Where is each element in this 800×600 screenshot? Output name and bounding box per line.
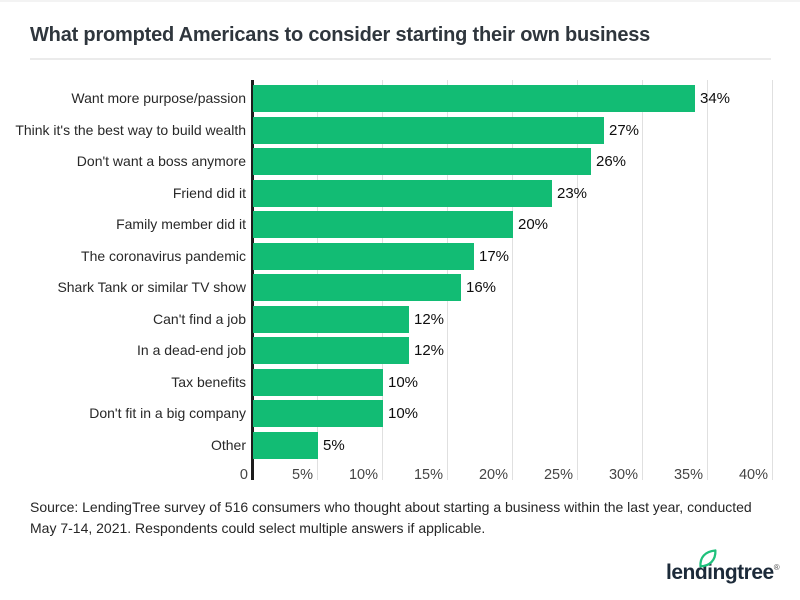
gridline [577,80,578,480]
bar-row: The coronavirus pandemic 17% [0,242,800,270]
category-label: Don't fit in a big company [89,405,246,421]
x-axis-tick-label: 5% [292,467,313,483]
category-label: The coronavirus pandemic [81,247,246,264]
bar-row: Think it's the best way to build wealth 2… [0,116,800,144]
bar [253,211,513,238]
leaf-icon [699,549,717,568]
bar-row: Friend did it 23% [0,179,800,207]
value-label: 10% [388,405,419,422]
value-label: 27% [609,121,640,139]
bar-row: Don't want a boss anymore 26% [0,148,800,175]
bar-row: Don't fit in a big company 10% [0,400,800,427]
category-label: Think it's the best way to build wealth [15,121,246,138]
value-label: 12% [414,342,445,359]
x-axis-tick-label: 30% [608,467,638,483]
x-axis-tick-label: 0 [239,467,248,483]
x-axis-tick-label: 35% [673,467,703,483]
title-divider [30,58,771,60]
value-label: 17% [479,247,510,265]
x-axis-tick-label: 40% [738,467,768,483]
x-axis-tick-label: 15% [413,467,443,483]
bar-row: Tax benefits 10% [0,368,800,396]
bar-row: Other 5% [0,431,800,459]
bar-row: Want more purpose/passion 34% [0,85,800,112]
bar [253,85,695,112]
value-label: 26% [596,153,627,170]
lendingtree-logo: lendingtree® [666,549,780,591]
y-axis-line [251,80,254,480]
bar [253,242,474,270]
gridline [772,80,773,480]
value-label: 20% [518,216,549,233]
value-label: 10% [388,373,419,391]
bar [253,179,552,207]
bar-row: Family member did it 20% [0,211,800,238]
x-axis-tick-label: 10% [348,467,378,483]
bar-chart: Want more purpose/passion 34% Think it's t… [0,80,800,490]
category-label: Want more purpose/passion [71,90,246,106]
bar [253,148,591,175]
x-axis-tick-label: 20% [478,467,508,483]
value-label: 5% [323,436,345,454]
gridline [512,80,513,480]
value-label: 23% [557,184,588,202]
bar [253,274,461,301]
bar [253,400,383,427]
value-label: 16% [466,279,497,296]
value-label: 12% [414,310,445,328]
x-axis-tick-label: 25% [543,467,573,483]
bar-row: Shark Tank or similar TV show 16% [0,274,800,301]
category-label: Shark Tank or similar TV show [57,279,246,295]
bar-row: In a dead-end job 12% [0,337,800,364]
registered-trademark: ® [773,563,780,572]
category-label: Don't want a boss anymore [76,153,246,169]
bar [253,337,409,364]
bar [253,116,604,144]
category-label: In a dead-end job [137,342,246,358]
bar-row: Can't find a job 12% [0,305,800,333]
category-label: Family member did it [116,216,246,232]
bar [253,305,409,333]
gridline [707,80,708,480]
bar [253,368,383,396]
category-label: Tax benefits [171,373,246,390]
category-label: Can't find a job [153,310,246,327]
value-label: 34% [700,90,731,107]
gridline [642,80,643,480]
bar [253,431,318,459]
source-note: Source: LendingTree survey of 516 consum… [30,499,752,536]
category-label: Friend did it [172,184,246,201]
category-label: Other [210,436,246,453]
page-title: What prompted Americans to consider star… [30,24,651,46]
logo-wordmark: lendingtree [666,561,774,584]
